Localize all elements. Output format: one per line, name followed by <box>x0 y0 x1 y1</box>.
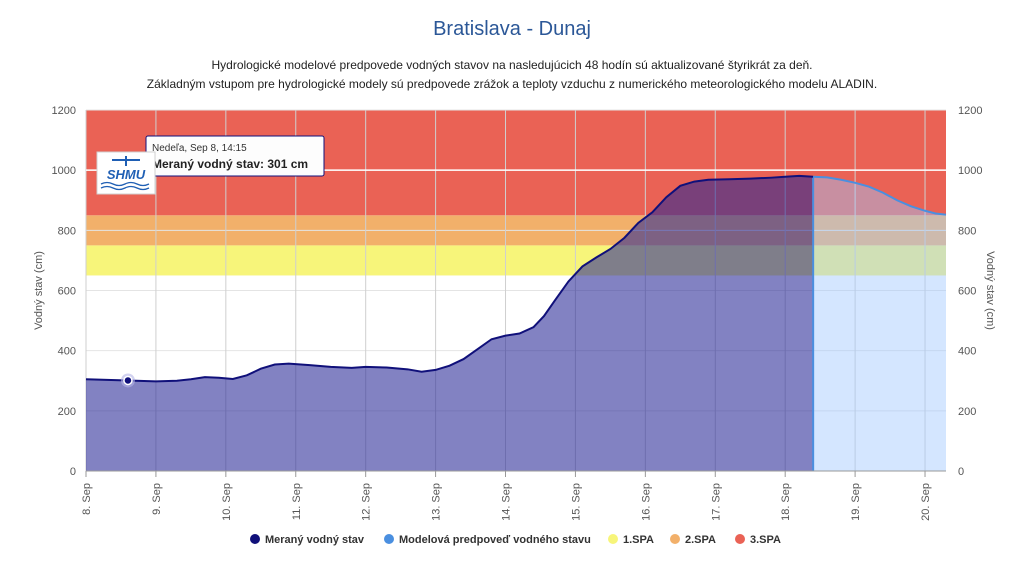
x-tick-label: 10. Sep <box>221 483 233 521</box>
y-tick-label-right: 400 <box>958 346 976 358</box>
tooltip: Nedeľa, Sep 8, 14:15 Meraný vodný stav: 3… <box>145 135 325 177</box>
x-tick-label: 8. Sep <box>81 483 93 515</box>
x-tick-label: 14. Sep <box>501 483 513 521</box>
x-tick-label: 12. Sep <box>361 483 373 521</box>
y-tick-label-left: 400 <box>58 346 76 358</box>
y-tick-label-right: 200 <box>958 406 976 418</box>
legend-item: 2.SPA <box>670 534 716 546</box>
x-tick-label: 16. Sep <box>640 483 652 521</box>
legend-swatch <box>735 534 745 544</box>
y-tick-label-left: 200 <box>58 406 76 418</box>
legend-label: 2.SPA <box>685 534 716 546</box>
y-tick-label-right: 1000 <box>958 165 982 177</box>
legend-label: 3.SPA <box>750 534 781 546</box>
series-measured-line <box>85 174 814 383</box>
legend-item: 3.SPA <box>735 534 781 546</box>
measured-area <box>86 175 814 471</box>
legend-swatch <box>384 534 394 544</box>
hover-marker <box>123 375 133 386</box>
logo-wave <box>100 185 150 191</box>
legend-item: Meraný vodný stav <box>250 534 365 546</box>
x-tick-label: 15. Sep <box>570 483 582 521</box>
series-forecast-line <box>813 175 947 216</box>
y-tick-label-left: 800 <box>58 225 76 237</box>
legend-label: Modelová predpoveď vodného stavu <box>399 534 591 546</box>
logo-text: SHMU <box>107 167 146 182</box>
x-tick-label: 17. Sep <box>710 483 722 521</box>
y-tick-label-right: 0 <box>958 466 964 478</box>
tooltip-value: Meraný vodný stav: 301 cm <box>152 157 308 171</box>
x-tick-label: 19. Sep <box>850 483 862 521</box>
subtitle-line-1: Hydrologické modelové predpovede vodných… <box>211 58 813 72</box>
legend-swatch <box>670 534 680 544</box>
legend-item: 1.SPA <box>608 534 654 546</box>
x-tick-label: 9. Sep <box>151 483 163 515</box>
y-tick-label-left: 1200 <box>52 105 76 117</box>
y-axis-title-left: Vodný stav (cm) <box>33 251 45 330</box>
forecast-area <box>813 176 946 471</box>
legend-swatch <box>250 534 260 544</box>
legend-swatch <box>608 534 618 544</box>
x-tick-label: 13. Sep <box>431 483 443 521</box>
legend-item: Modelová predpoveď vodného stavu <box>384 534 591 546</box>
x-tick-label: 18. Sep <box>780 483 792 521</box>
y-tick-label-left: 0 <box>70 466 76 478</box>
chart-title: Bratislava - Dunaj <box>433 18 591 40</box>
legend-label: 1.SPA <box>623 534 654 546</box>
y-tick-label-right: 800 <box>958 225 976 237</box>
shmu-logo: SHMU <box>96 151 156 195</box>
y-axis-title-right: Vodný stav (cm) <box>984 251 996 330</box>
tooltip-date: Nedeľa, Sep 8, 14:15 <box>152 143 247 154</box>
legend-label: Meraný vodný stav <box>265 534 365 546</box>
y-tick-label-left: 600 <box>58 286 76 298</box>
y-tick-label-right: 600 <box>958 286 976 298</box>
y-tick-label-left: 1000 <box>52 165 76 177</box>
y-tick-label-right: 1200 <box>958 105 982 117</box>
x-tick-label: 20. Sep <box>920 483 932 521</box>
logo-wave <box>100 181 150 187</box>
subtitle-line-2: Základným vstupom pre hydrologické model… <box>146 77 878 91</box>
x-tick-label: 11. Sep <box>291 483 303 520</box>
